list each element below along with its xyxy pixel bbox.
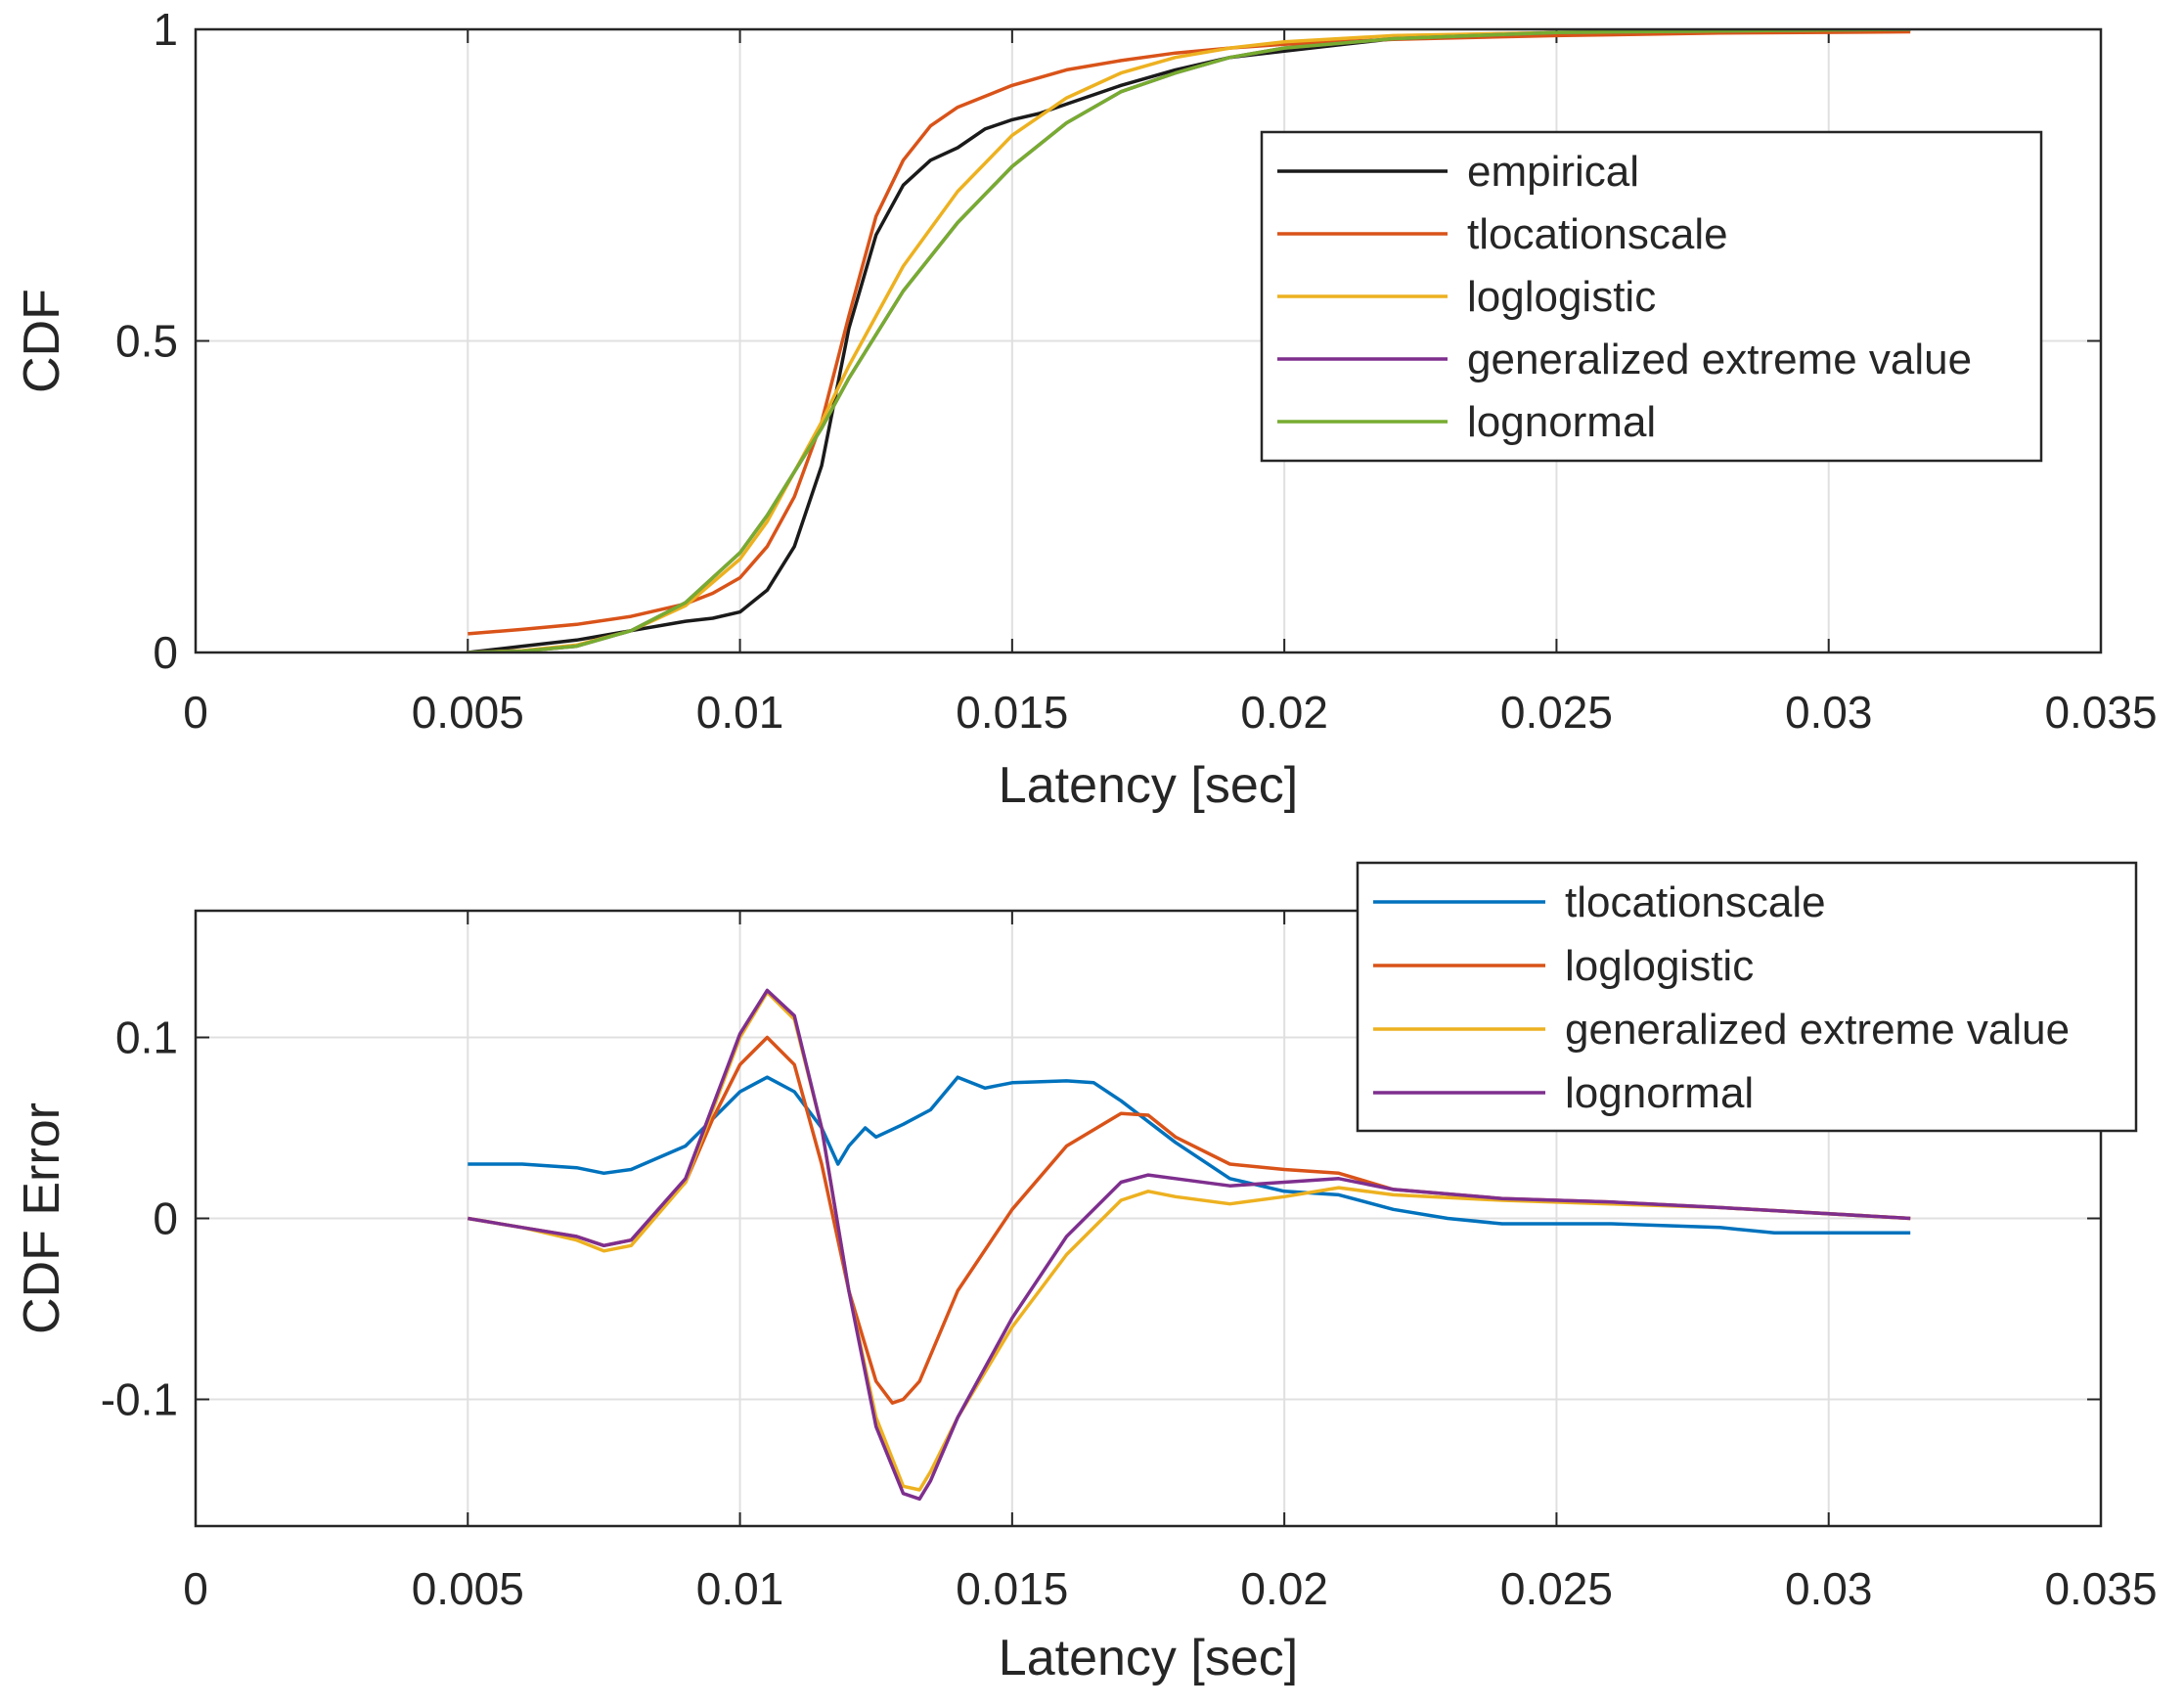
x-tick-label: 0.02 [1240,687,1328,738]
x-tick-label: 0.015 [956,1563,1068,1614]
x-tick-label: 0 [183,1563,208,1614]
legend-label: loglogistic [1565,942,1754,990]
axes-box [194,27,2103,654]
legend-label: tlocationscale [1467,210,1728,258]
series-group [468,29,1911,652]
cdf-panel: 0 0.005 0.01 0.015 0.02 0.025 0.03 0.035 0 0.5 1 La… [14,4,2158,814]
x-tick-label: 0.03 [1785,1563,1873,1614]
x-axis-label: Latency [sec] [999,757,1298,814]
legend-label: generalized extreme value [1467,336,1972,383]
series-line-lognormal [468,988,1911,1502]
legend-label: generalized extreme value [1565,1006,2070,1054]
x-tick-label: 0.01 [696,687,784,738]
x-tick-label: 0 [183,687,208,738]
legend-box [1356,861,2138,1133]
x-tick-label: 0.035 [2044,1563,2157,1614]
x-tick-label: 0.025 [1500,687,1613,738]
series-line-generalized-extreme-value [468,990,1911,1492]
series-group [468,988,1911,1502]
cdf-error-panel: 0 0.005 0.01 0.015 0.02 0.025 0.03 0.035 -0.1 0 0.… [14,861,2158,1686]
legend-label: lognormal [1565,1069,1754,1117]
x-tick-label: 0.035 [2044,687,2157,738]
x-axis-label: Latency [sec] [999,1630,1298,1686]
x-tick-label: 0.005 [412,1563,524,1614]
x-tick-label: 0.01 [696,1563,784,1614]
legend-label: loglogistic [1467,273,1656,321]
legend: tlocationscale loglogistic generalized ext… [1356,861,2138,1133]
legend: empirical tlocationscale loglogistic genera… [1260,130,2043,463]
x-tick-label: 0.025 [1500,1563,1613,1614]
x-tick-label: 0.005 [412,687,524,738]
legend-label: empirical [1467,148,1639,196]
y-tick-label: -0.1 [101,1374,178,1425]
y-tick-label: 1 [153,4,178,55]
y-axis-label: CDF Error [14,1102,70,1334]
x-tick-label: 0.03 [1785,687,1873,738]
x-tick-label: 0.02 [1240,1563,1328,1614]
y-tick-label: 0.5 [115,316,178,367]
y-tick-label: 0 [153,1193,178,1244]
axes-box [194,909,2103,1528]
series-line-lognormal [468,29,1911,652]
legend-label: tlocationscale [1565,878,1826,926]
y-tick-label: 0 [153,627,178,678]
y-tick-label: 0.1 [115,1012,178,1063]
x-tick-label: 0.015 [956,687,1068,738]
legend-label: lognormal [1467,398,1656,446]
series-line-tlocationscale [468,1075,1911,1236]
y-axis-label: CDF [14,289,70,393]
